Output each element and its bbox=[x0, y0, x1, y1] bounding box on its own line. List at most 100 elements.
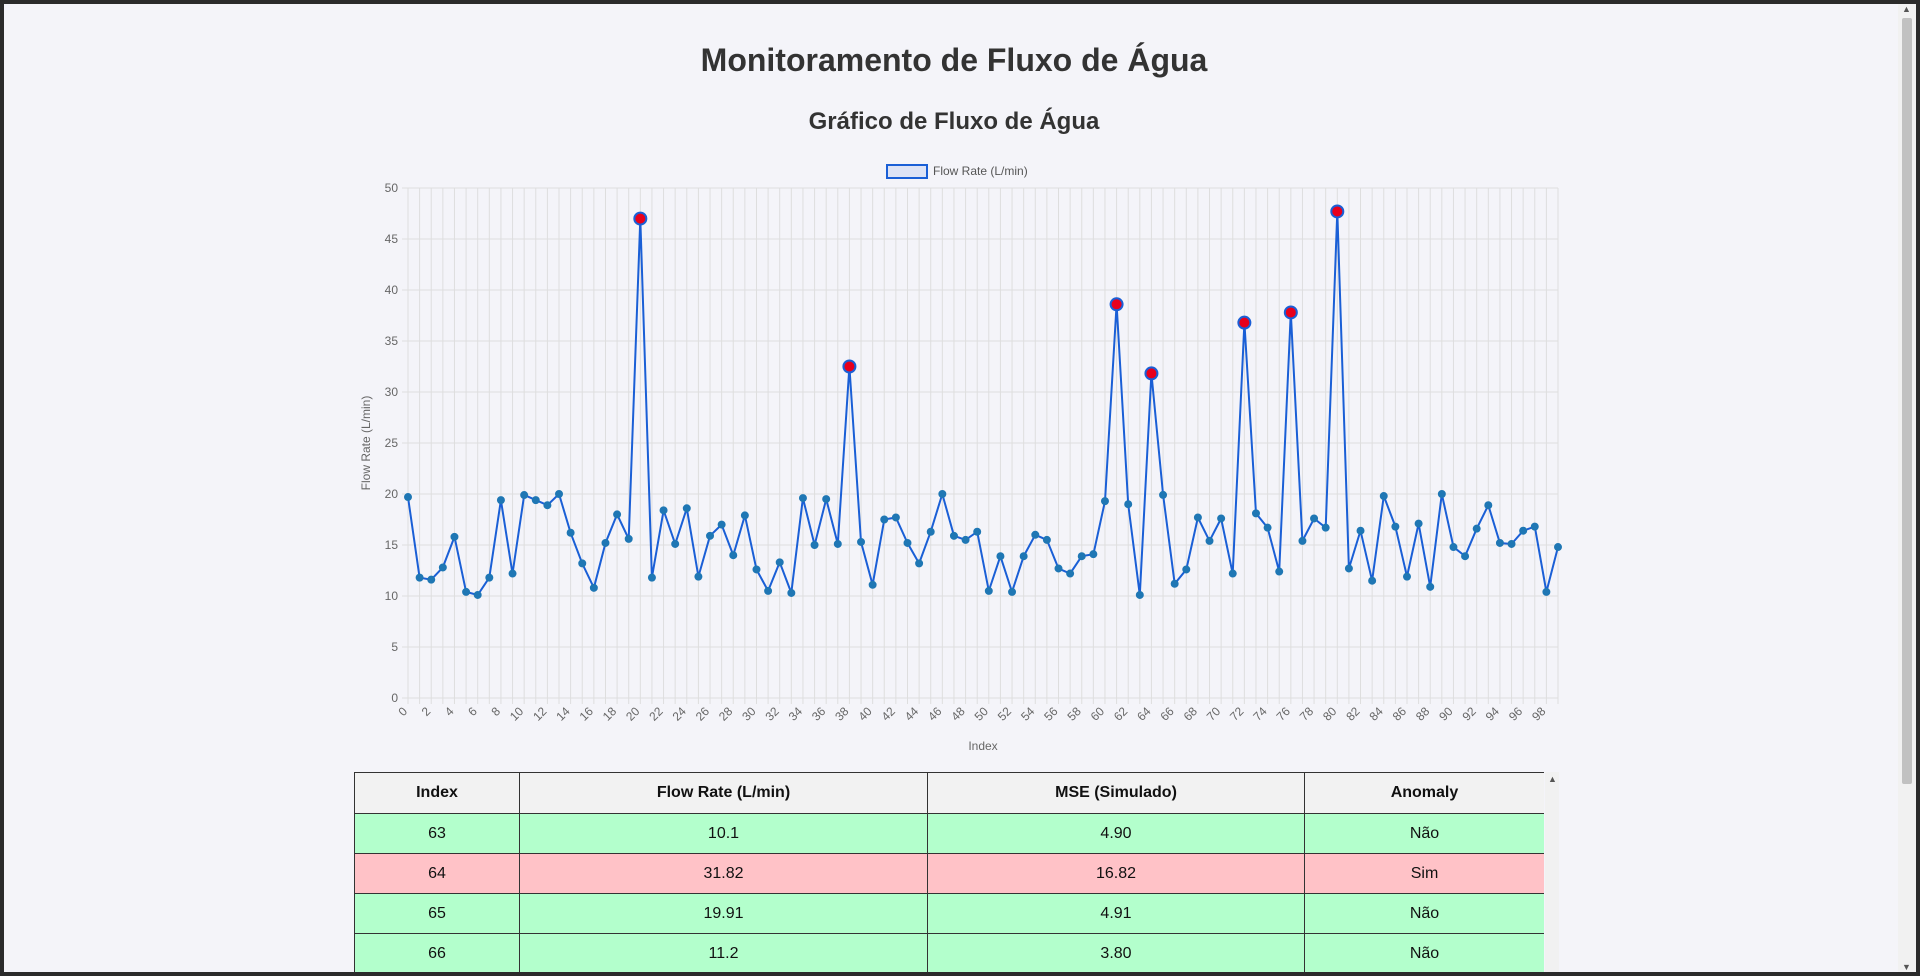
x-tick-label: 24 bbox=[670, 704, 690, 724]
header-flow-rate: Flow Rate (L/min) bbox=[519, 772, 928, 814]
data-point bbox=[822, 495, 831, 504]
data-point bbox=[589, 583, 598, 592]
data-point bbox=[1228, 569, 1237, 578]
data-point bbox=[1344, 564, 1353, 573]
x-tick-label: 48 bbox=[948, 704, 968, 724]
anomaly-point bbox=[842, 359, 857, 374]
data-point bbox=[729, 551, 738, 560]
cell-mse: 4.90 bbox=[927, 813, 1305, 854]
data-point bbox=[1089, 550, 1098, 559]
data-point bbox=[1193, 513, 1202, 522]
data-point bbox=[1472, 524, 1481, 533]
header-mse: MSE (Simulado) bbox=[927, 772, 1305, 814]
x-tick-label: 50 bbox=[972, 704, 992, 724]
page-title: Monitoramento de Fluxo de Água bbox=[700, 42, 1208, 78]
data-point bbox=[1554, 543, 1562, 552]
data-point bbox=[798, 494, 807, 503]
data-point bbox=[1217, 514, 1226, 523]
scrollbar-thumb[interactable] bbox=[1902, 18, 1912, 784]
x-tick-label: 20 bbox=[623, 704, 643, 724]
arrow-down-icon[interactable]: ▼ bbox=[1902, 962, 1911, 972]
y-axis-label: Flow Rate (L/min) bbox=[359, 396, 373, 491]
x-tick-label: 92 bbox=[1459, 704, 1479, 724]
data-point bbox=[508, 569, 517, 578]
data-point bbox=[961, 535, 970, 544]
data-point bbox=[810, 541, 819, 549]
data-point bbox=[682, 504, 691, 513]
data-point bbox=[1124, 500, 1133, 509]
table-row: 66 11.2 3.80 Não bbox=[354, 933, 1544, 972]
data-point bbox=[531, 496, 540, 505]
data-point bbox=[1426, 582, 1435, 591]
x-tick-label: 46 bbox=[925, 704, 945, 724]
data-point bbox=[938, 490, 947, 498]
x-tick-label: 30 bbox=[739, 704, 759, 724]
data-point bbox=[833, 539, 842, 548]
data-point bbox=[601, 538, 610, 547]
data-point bbox=[1449, 543, 1458, 552]
x-tick-label: 18 bbox=[600, 704, 620, 724]
data-point bbox=[973, 527, 982, 536]
cell-anomaly: Não bbox=[1304, 933, 1544, 972]
legend-swatch bbox=[886, 164, 928, 179]
data-point bbox=[949, 531, 958, 540]
data-point bbox=[1310, 514, 1319, 523]
data-point bbox=[740, 511, 749, 520]
x-tick-label: 54 bbox=[1018, 704, 1038, 724]
header-anomaly: Anomaly bbox=[1304, 772, 1544, 814]
x-tick-label: 34 bbox=[786, 704, 806, 724]
x-tick-label: 16 bbox=[577, 704, 597, 724]
x-tick-label: 78 bbox=[1297, 704, 1317, 724]
data-point bbox=[1484, 501, 1493, 510]
chart-title: Gráfico de Fluxo de Água bbox=[808, 108, 1100, 135]
x-tick-label: 10 bbox=[507, 704, 527, 724]
data-point bbox=[868, 580, 877, 589]
data-point bbox=[1379, 492, 1388, 501]
data-point bbox=[496, 496, 505, 505]
y-tick-label: 5 bbox=[391, 640, 398, 654]
cell-flow-rate: 19.91 bbox=[519, 893, 928, 934]
x-tick-label: 6 bbox=[465, 704, 480, 719]
cell-index: 63 bbox=[354, 813, 520, 854]
y-tick-label: 0 bbox=[391, 691, 398, 705]
x-tick-label: 0 bbox=[395, 704, 410, 719]
cell-index: 65 bbox=[354, 893, 520, 934]
data-point bbox=[1437, 490, 1446, 498]
page-scrollbar[interactable]: ▲ ▼ bbox=[1898, 4, 1916, 972]
anomaly-point bbox=[1330, 204, 1345, 219]
x-tick-label: 94 bbox=[1483, 704, 1503, 724]
data-point bbox=[1542, 587, 1551, 596]
data-point bbox=[1251, 509, 1260, 518]
data-point bbox=[520, 491, 529, 500]
table-scrollbar[interactable]: ▲ bbox=[1545, 772, 1559, 972]
data-point bbox=[1008, 587, 1017, 596]
data-point bbox=[984, 586, 993, 595]
data-point bbox=[694, 572, 703, 581]
arrow-up-icon[interactable]: ▲ bbox=[1548, 774, 1557, 784]
y-tick-label: 30 bbox=[385, 385, 399, 399]
data-point bbox=[404, 493, 412, 502]
data-point bbox=[578, 559, 587, 568]
data-point bbox=[857, 537, 866, 546]
data-point bbox=[915, 559, 924, 568]
data-point bbox=[1391, 522, 1400, 531]
data-point bbox=[1368, 576, 1377, 585]
y-tick-label: 50 bbox=[385, 181, 399, 195]
cell-mse: 3.80 bbox=[927, 933, 1305, 972]
y-tick-label: 45 bbox=[385, 232, 399, 246]
data-table-container[interactable]: Index Flow Rate (L/min) MSE (Simulado) A… bbox=[354, 772, 1544, 972]
data-point bbox=[1507, 539, 1516, 548]
data-point bbox=[1298, 536, 1307, 545]
anomaly-point bbox=[633, 211, 648, 226]
x-tick-label: 8 bbox=[488, 704, 503, 719]
x-tick-label: 70 bbox=[1204, 704, 1224, 724]
x-tick-label: 80 bbox=[1320, 704, 1340, 724]
x-tick-label: 86 bbox=[1390, 704, 1410, 724]
x-tick-label: 14 bbox=[553, 704, 573, 724]
x-tick-label: 40 bbox=[855, 704, 875, 724]
arrow-up-icon[interactable]: ▲ bbox=[1902, 4, 1911, 14]
data-point bbox=[706, 531, 715, 540]
table-header-row: Index Flow Rate (L/min) MSE (Simulado) A… bbox=[354, 772, 1544, 814]
y-tick-label: 25 bbox=[385, 436, 399, 450]
